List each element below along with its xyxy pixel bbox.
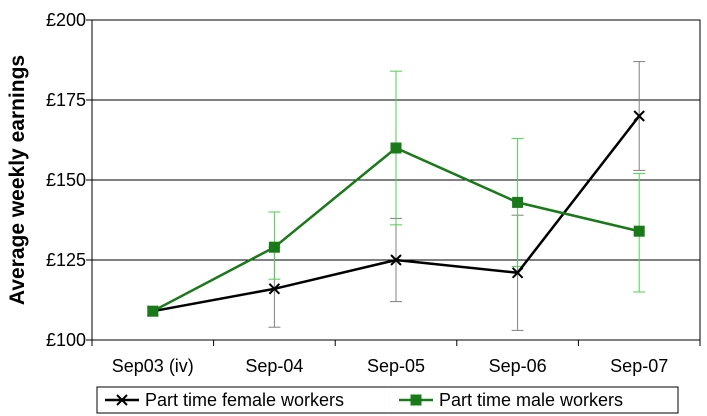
legend-frame xyxy=(96,386,679,414)
x-marker-stroke xyxy=(390,254,402,266)
data-point xyxy=(147,305,159,317)
y-axis-ticks: £100 £125 £150 £175 £200 xyxy=(46,10,92,350)
legend-entry: Part time female workers xyxy=(105,390,344,410)
error-bars xyxy=(268,61,646,331)
legend-marker xyxy=(410,394,422,406)
legend-marker xyxy=(116,394,128,406)
data-point xyxy=(633,110,645,122)
x-axis-ticks: Sep03 (iv) Sep-04 Sep-05 Sep-06 Sep-07 xyxy=(91,340,701,376)
series-square xyxy=(147,142,645,317)
x-tick-label: Sep03 (iv) xyxy=(112,356,194,376)
legend: Part time female workers Part time male w… xyxy=(96,386,679,414)
x-marker-stroke xyxy=(116,394,128,406)
data-point xyxy=(633,225,645,237)
x-tick-label: Sep-07 xyxy=(610,356,668,376)
data-point xyxy=(268,283,281,295)
y-tick-label: £100 xyxy=(46,330,86,350)
x-marker-stroke xyxy=(511,267,524,279)
series-x xyxy=(147,110,645,317)
data-point xyxy=(511,267,524,279)
y-tick-label: £125 xyxy=(46,250,86,270)
y-tick-label: £175 xyxy=(46,90,86,110)
legend-entry: Part time male workers xyxy=(399,390,623,410)
data-point xyxy=(512,196,524,208)
x-tick-label: Sep-06 xyxy=(489,356,547,376)
y-axis-label: Average weekly earnings xyxy=(6,55,29,305)
legend-label: Part time male workers xyxy=(439,390,623,410)
y-tick-label: £150 xyxy=(46,170,86,190)
x-marker-stroke xyxy=(633,110,645,122)
data-point xyxy=(390,142,402,154)
x-tick-label: Sep-04 xyxy=(245,356,303,376)
y-tick-label: £200 xyxy=(46,10,86,30)
x-tick-label: Sep-05 xyxy=(367,356,425,376)
data-point xyxy=(268,241,280,253)
data-point xyxy=(390,254,402,266)
series-lines xyxy=(147,110,645,317)
x-marker-stroke xyxy=(268,283,281,295)
legend-label: Part time female workers xyxy=(145,390,344,410)
